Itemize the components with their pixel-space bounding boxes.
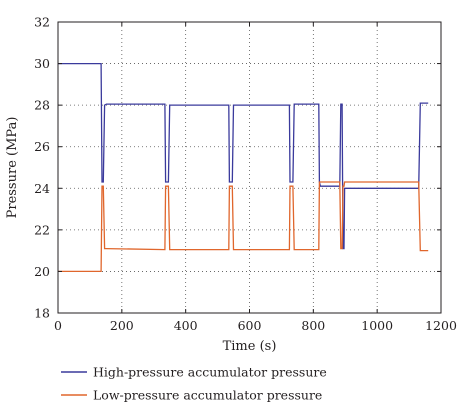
y-tick-label: 30 xyxy=(34,56,50,71)
series-line-high-pressure xyxy=(58,62,429,250)
y-tick-label: 20 xyxy=(34,264,50,279)
x-tick-label: 200 xyxy=(110,318,134,333)
legend-label-low-pressure: Low-pressure accumulator pressure xyxy=(93,388,322,403)
y-axis-label: Pressure (MPa) xyxy=(5,117,20,219)
y-tick-label: 26 xyxy=(34,139,50,154)
x-tick-label: 1000 xyxy=(361,318,393,333)
x-tick-label: 0 xyxy=(54,318,62,333)
x-tick-label: 1200 xyxy=(425,318,457,333)
y-tick-label: 28 xyxy=(34,98,50,113)
y-tick-label: 22 xyxy=(34,222,50,237)
y-tick-label: 18 xyxy=(34,306,50,321)
x-tick-label: 800 xyxy=(301,318,325,333)
y-tick-label: 32 xyxy=(34,15,50,30)
axis-ticks xyxy=(57,21,442,314)
series-line-low-pressure xyxy=(58,181,429,273)
y-tick-label: 24 xyxy=(34,181,50,196)
x-tick-label: 400 xyxy=(174,318,198,333)
x-axis-label: Time (s) xyxy=(223,339,277,354)
grid xyxy=(58,22,441,313)
legend-label-high-pressure: High-pressure accumulator pressure xyxy=(93,365,327,380)
plot-frame xyxy=(57,21,442,314)
series-lines xyxy=(58,62,429,273)
tick-labels: 0 200 400 600 800 1000 1200 18 20 22 24 26 28 30 32 xyxy=(34,15,457,334)
x-tick-label: 600 xyxy=(238,318,262,333)
legend: High-pressure accumulator pressure Low-p… xyxy=(61,365,327,403)
